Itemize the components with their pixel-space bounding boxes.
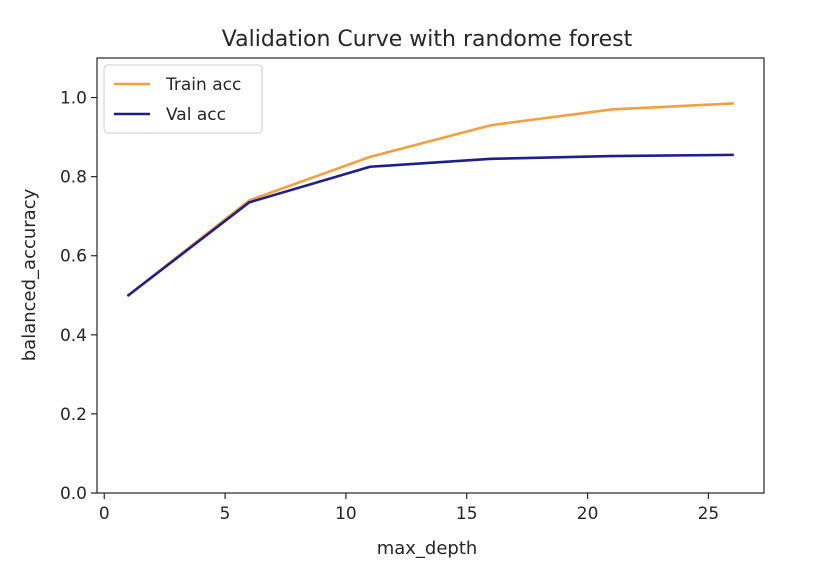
y-axis-ticks: 0.0 0.2 0.4 0.6 0.8 1.0 [60, 89, 97, 504]
x-tick-label: 20 [577, 504, 599, 524]
x-tick-label: 10 [335, 504, 357, 524]
y-axis-label: balanced_accuracy [19, 188, 40, 361]
legend-label: Train acc [165, 75, 241, 95]
y-tick-label: 0.8 [60, 168, 87, 188]
data-point [247, 201, 251, 204]
legend-label: Val acc [166, 105, 226, 125]
series-lines [127, 102, 734, 297]
data-point [489, 123, 493, 127]
plot-area-frame [96, 57, 765, 494]
x-axis-label: max_depth [377, 538, 478, 559]
data-point [731, 102, 734, 105]
x-tick-label: 15 [456, 504, 478, 524]
series-line-val-acc [127, 153, 734, 297]
data-point [127, 293, 130, 297]
x-tick-label: 5 [220, 504, 231, 524]
x-tick-label: 25 [698, 504, 720, 524]
data-point [610, 154, 614, 158]
legend-box [103, 64, 263, 134]
data-point [610, 108, 614, 111]
y-tick-label: 0.4 [60, 326, 87, 346]
legend: Train acc Val acc [103, 64, 263, 134]
data-point [368, 165, 372, 169]
chart-title: Validation Curve with randome forest [222, 27, 633, 52]
y-tick-label: 0.0 [60, 484, 87, 504]
data-point [368, 155, 372, 159]
series-line-train-acc [127, 102, 734, 297]
y-tick-label: 0.2 [60, 405, 87, 425]
x-tick-label: 0 [99, 504, 110, 524]
y-tick-label: 1.0 [60, 89, 87, 109]
data-point [731, 153, 734, 157]
x-axis-ticks: 0 5 10 15 20 25 [99, 493, 719, 524]
data-point [489, 157, 493, 161]
y-tick-label: 0.6 [60, 247, 87, 267]
